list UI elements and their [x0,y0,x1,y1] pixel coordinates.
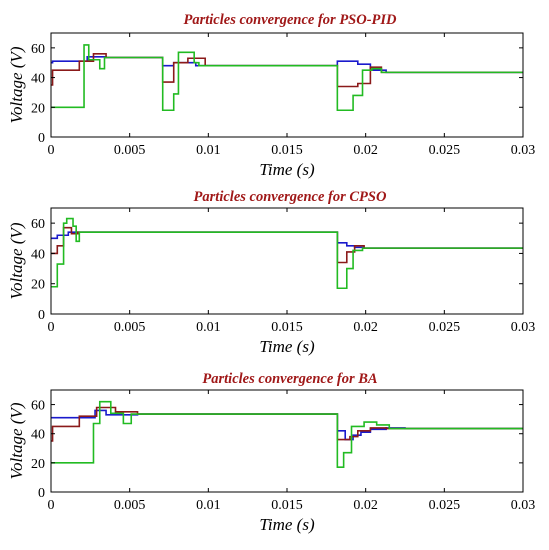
y-tick-label: 60 [31,399,45,414]
chart-panel-cpso: Particles convergence for CPSO 0 0.005 0.01… [7,189,535,356]
y-tick-label: 0 [38,131,45,146]
x-tick-label: 0.025 [429,143,461,158]
x-tick-label: 0.02 [353,143,378,158]
y-tick-label: 20 [31,101,45,116]
x-tick-label: 0 [48,143,55,158]
y-tick-label: 0 [38,308,45,323]
x-tick-label: 0.025 [429,498,461,513]
x-tick-label: 0.005 [114,143,146,158]
y-tick-label: 60 [31,42,45,57]
x-tick-label: 0.015 [271,320,303,335]
y-axis-label: Voltage (V) [7,402,26,479]
series-line-1 [51,231,523,249]
series-line-2 [51,52,523,88]
chart-title-pso-pid: Particles convergence for PSO-PID [183,12,397,28]
chart-title-ba: Particles convergence for BA [202,371,378,387]
x-axis-label: Time (s) [259,337,315,356]
x-tick-label: 0.01 [196,143,221,158]
x-tick-label: 0.015 [271,498,303,513]
x-axis-label: Time (s) [259,515,315,534]
x-tick-label: 0.025 [429,320,461,335]
axes-box [50,389,524,493]
x-tick-label: 0.03 [511,498,536,513]
x-tick-label: 0.03 [511,320,536,335]
chart-panel-ba: Particles convergence for BA 0 0.005 0.01 0.… [7,371,535,534]
x-tick-label: 0.01 [196,498,221,513]
x-tick-label: 0.005 [114,498,146,513]
y-tick-label: 20 [31,278,45,293]
x-tick-label: 0.005 [114,320,146,335]
y-tick-label: 40 [31,428,45,443]
x-tick-label: 0.01 [196,320,221,335]
x-tick-label: 0.02 [353,320,378,335]
y-tick-label: 20 [31,457,45,472]
series-line-3 [51,217,523,290]
y-tick-label: 40 [31,72,45,87]
y-axis-label: Voltage (V) [7,222,26,299]
x-axis-label: Time (s) [259,160,315,179]
y-tick-label: 0 [38,486,45,501]
x-tick-label: 0 [48,498,55,513]
x-tick-label: 0 [48,320,55,335]
series-line-3 [51,44,523,112]
series-line-1 [51,55,523,74]
axes-box [50,32,524,138]
chart-panel-pso-pid: Particles convergence for PSO-PID 0 0.005 0… [7,12,535,179]
y-tick-label: 40 [31,247,45,262]
y-tick-label: 60 [31,217,45,232]
chart-title-cpso: Particles convergence for CPSO [194,189,387,205]
series-line-3 [51,400,523,469]
x-tick-label: 0.015 [271,143,303,158]
x-tick-label: 0.02 [353,498,378,513]
axes-box [50,207,524,315]
y-axis-label: Voltage (V) [7,46,26,123]
x-tick-label: 0.03 [511,143,536,158]
